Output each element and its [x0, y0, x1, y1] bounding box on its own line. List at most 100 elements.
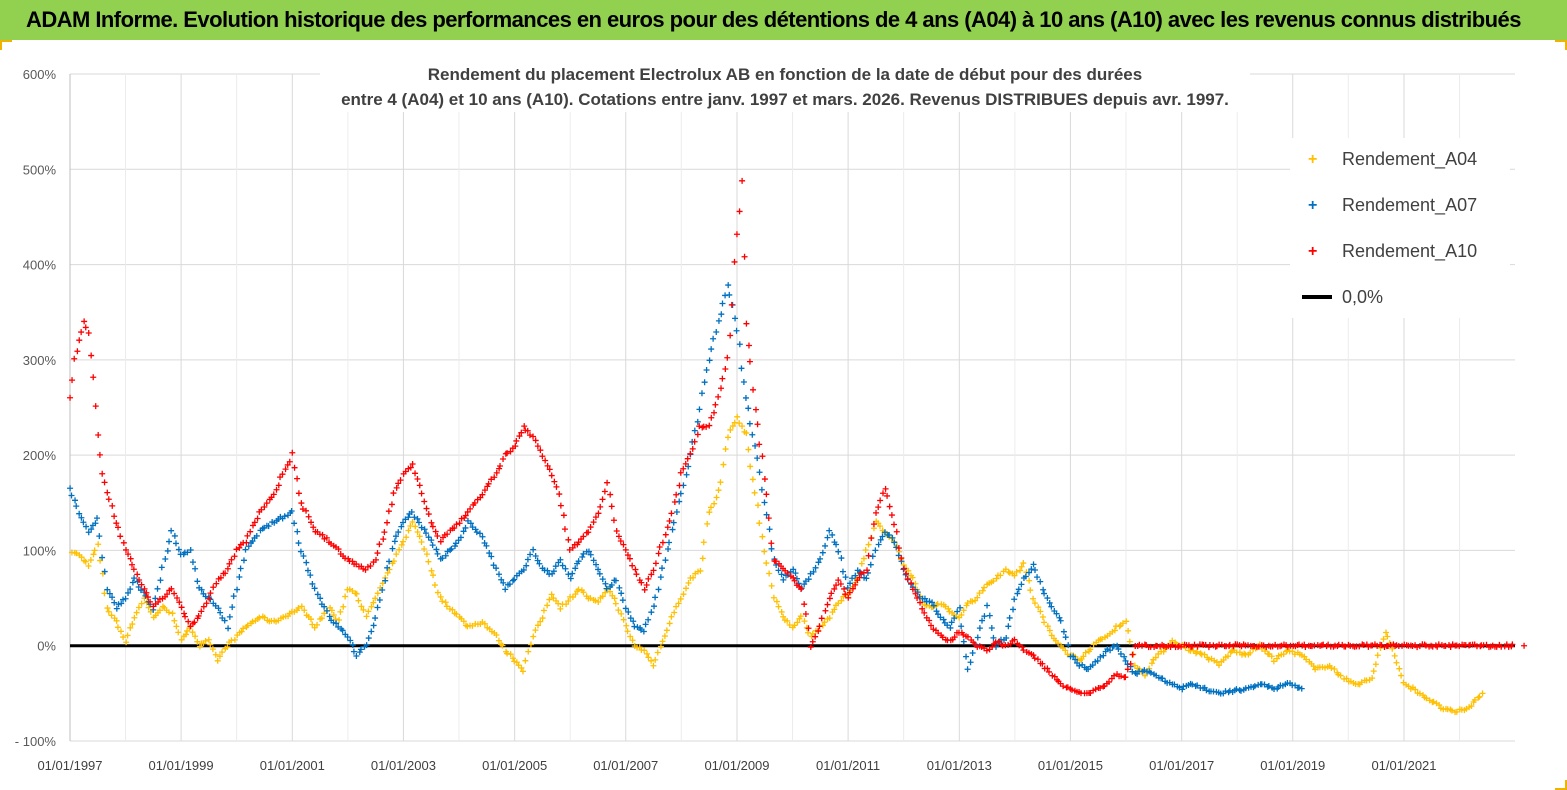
data-point	[135, 604, 142, 611]
data-point	[1233, 686, 1240, 693]
data-point	[1225, 653, 1232, 660]
data-point	[778, 608, 785, 615]
data-point	[1080, 653, 1087, 660]
data-point	[567, 575, 574, 582]
data-point	[587, 551, 594, 558]
data-point	[380, 536, 387, 543]
data-point	[766, 526, 773, 533]
data-point	[522, 657, 529, 664]
data-point	[344, 634, 351, 641]
data-point	[750, 386, 757, 393]
data-point	[1097, 653, 1104, 660]
data-point	[399, 538, 406, 545]
data-point	[1005, 623, 1012, 630]
data-point	[456, 520, 463, 527]
data-point	[996, 638, 1003, 645]
data-point	[230, 593, 237, 600]
data-point	[497, 462, 504, 469]
data-point	[96, 451, 103, 458]
data-point	[1194, 648, 1201, 655]
data-point	[765, 515, 772, 522]
data-point	[548, 591, 555, 598]
data-point	[706, 422, 713, 429]
data-point	[790, 574, 797, 581]
data-point	[254, 515, 261, 522]
data-point	[620, 616, 627, 623]
data-point	[398, 541, 405, 548]
data-point	[755, 502, 762, 509]
data-point	[80, 519, 87, 526]
data-point	[611, 595, 618, 602]
data-point	[662, 557, 669, 564]
data-point	[643, 582, 650, 589]
data-point	[299, 506, 306, 513]
data-point	[129, 579, 136, 586]
data-point	[1053, 610, 1060, 617]
data-point	[1117, 650, 1124, 657]
data-point	[411, 514, 418, 521]
data-point	[565, 597, 572, 604]
data-point	[1468, 703, 1475, 710]
data-point	[1068, 686, 1075, 693]
data-point	[305, 513, 312, 520]
data-point	[101, 568, 108, 575]
data-point	[350, 648, 357, 655]
data-point	[710, 335, 717, 342]
data-point	[164, 547, 171, 554]
data-point	[304, 567, 311, 574]
data-point	[1041, 619, 1048, 626]
data-point	[496, 465, 503, 472]
data-point	[207, 590, 214, 597]
data-point	[890, 521, 897, 528]
data-point	[335, 623, 342, 630]
data-point	[1169, 641, 1176, 648]
data-point	[521, 423, 528, 430]
data-point	[123, 639, 130, 646]
data-point	[1057, 617, 1064, 624]
frame-corner-br	[1555, 780, 1567, 790]
data-point	[585, 548, 592, 555]
data-point	[1436, 701, 1443, 708]
data-point	[473, 529, 480, 536]
data-point	[294, 528, 301, 535]
x-tick-label: 01/01/2001	[260, 758, 325, 773]
data-point	[733, 231, 740, 238]
data-point	[384, 564, 391, 571]
data-point	[703, 367, 710, 374]
y-tick-label: 100%	[23, 543, 57, 558]
data-point	[976, 590, 983, 597]
data-point	[530, 546, 537, 553]
data-point	[154, 585, 161, 592]
data-point	[1218, 641, 1225, 648]
data-point	[650, 567, 657, 574]
chart-title-line2: entre 4 (A04) et 10 ans (A10). Cotations…	[341, 90, 1229, 109]
data-point	[640, 628, 647, 635]
data-point	[618, 590, 625, 597]
data-point	[590, 519, 597, 526]
data-point	[756, 469, 763, 476]
legend-item-a04: + Rendement_A04	[1290, 146, 1510, 176]
data-point	[752, 442, 759, 449]
data-point	[96, 533, 103, 540]
data-point	[143, 589, 150, 596]
data-point	[1111, 627, 1118, 634]
data-point	[542, 457, 549, 464]
data-point	[532, 437, 539, 444]
data-point	[1019, 644, 1026, 651]
data-point	[1264, 683, 1271, 690]
data-point	[641, 647, 648, 654]
data-point	[1119, 620, 1126, 627]
data-point	[500, 456, 507, 463]
data-point	[217, 609, 224, 616]
data-point	[715, 487, 722, 494]
data-point	[726, 291, 733, 298]
data-point	[1072, 656, 1079, 663]
data-point	[125, 551, 132, 558]
data-point	[437, 538, 444, 545]
data-point	[886, 532, 893, 539]
data-point	[669, 526, 676, 533]
data-point	[945, 605, 952, 612]
data-point	[101, 590, 108, 597]
data-point	[513, 437, 520, 444]
data-point	[1115, 646, 1122, 653]
